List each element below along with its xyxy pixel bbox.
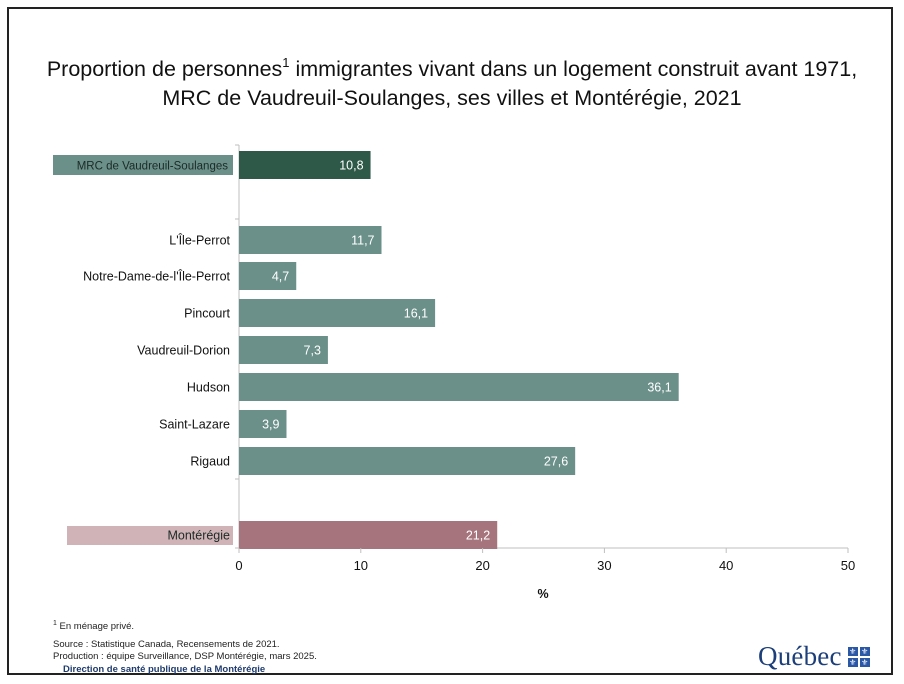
category-label: Montérégie [167, 529, 230, 543]
data-label: 10,8 [339, 159, 363, 173]
x-tick-label: 20 [475, 558, 489, 573]
footnotes: 1 En ménage privé. Source : Statistique … [53, 618, 317, 663]
bar [239, 521, 498, 549]
x-axis-label: % [537, 587, 548, 601]
bar [239, 299, 436, 327]
category-label: L'Île-Perrot [169, 233, 230, 248]
fleur-de-lis-flag-icon: ⚜ ⚜ ⚜ ⚜ [847, 646, 870, 667]
category-label: Saint-Lazare [159, 418, 230, 432]
x-tick-label: 40 [719, 558, 733, 573]
x-tick-label: 30 [597, 558, 611, 573]
data-label: 36,1 [647, 381, 671, 395]
slide-frame [7, 7, 893, 675]
category-label: Pincourt [184, 307, 230, 321]
data-label: 27,6 [544, 455, 568, 469]
bar [239, 151, 371, 179]
x-tick-label: 50 [841, 558, 855, 573]
bar [239, 410, 287, 438]
x-tick-label: 0 [235, 558, 242, 573]
data-label: 3,9 [262, 418, 279, 432]
category-label-background [67, 526, 233, 545]
data-label: 7,3 [304, 344, 321, 358]
category-label-background [53, 155, 233, 175]
production-note: Production : équipe Surveillance, DSP Mo… [53, 651, 317, 663]
bar [239, 336, 328, 364]
category-label: Rigaud [190, 455, 230, 469]
quebec-logo: Québec ⚜ ⚜ ⚜ ⚜ [758, 641, 870, 672]
bar [239, 262, 297, 290]
chart-title: Proportion de personnes1 immigrantes viv… [46, 55, 858, 110]
source-note: Source : Statistique Canada, Recensement… [53, 639, 280, 651]
data-label: 21,2 [466, 529, 490, 543]
category-label: Hudson [187, 381, 230, 395]
bar [239, 447, 576, 475]
data-label: 4,7 [272, 270, 289, 284]
footnote-private-household: 1 En ménage privé. [53, 620, 135, 633]
category-label: MRC de Vaudreuil-Soulanges [77, 161, 229, 173]
x-tick-label: 10 [354, 558, 368, 573]
bar [239, 373, 679, 401]
category-label: Notre-Dame-de-l'Île-Perrot [83, 269, 230, 284]
category-label: Vaudreuil-Dorion [137, 344, 230, 358]
data-label: 16,1 [404, 307, 428, 321]
data-label: 11,7 [351, 234, 374, 248]
bar [239, 226, 382, 254]
dsp-label: Direction de santé publique de la Montér… [63, 664, 266, 675]
quebec-logo-text: Québec [758, 641, 842, 671]
